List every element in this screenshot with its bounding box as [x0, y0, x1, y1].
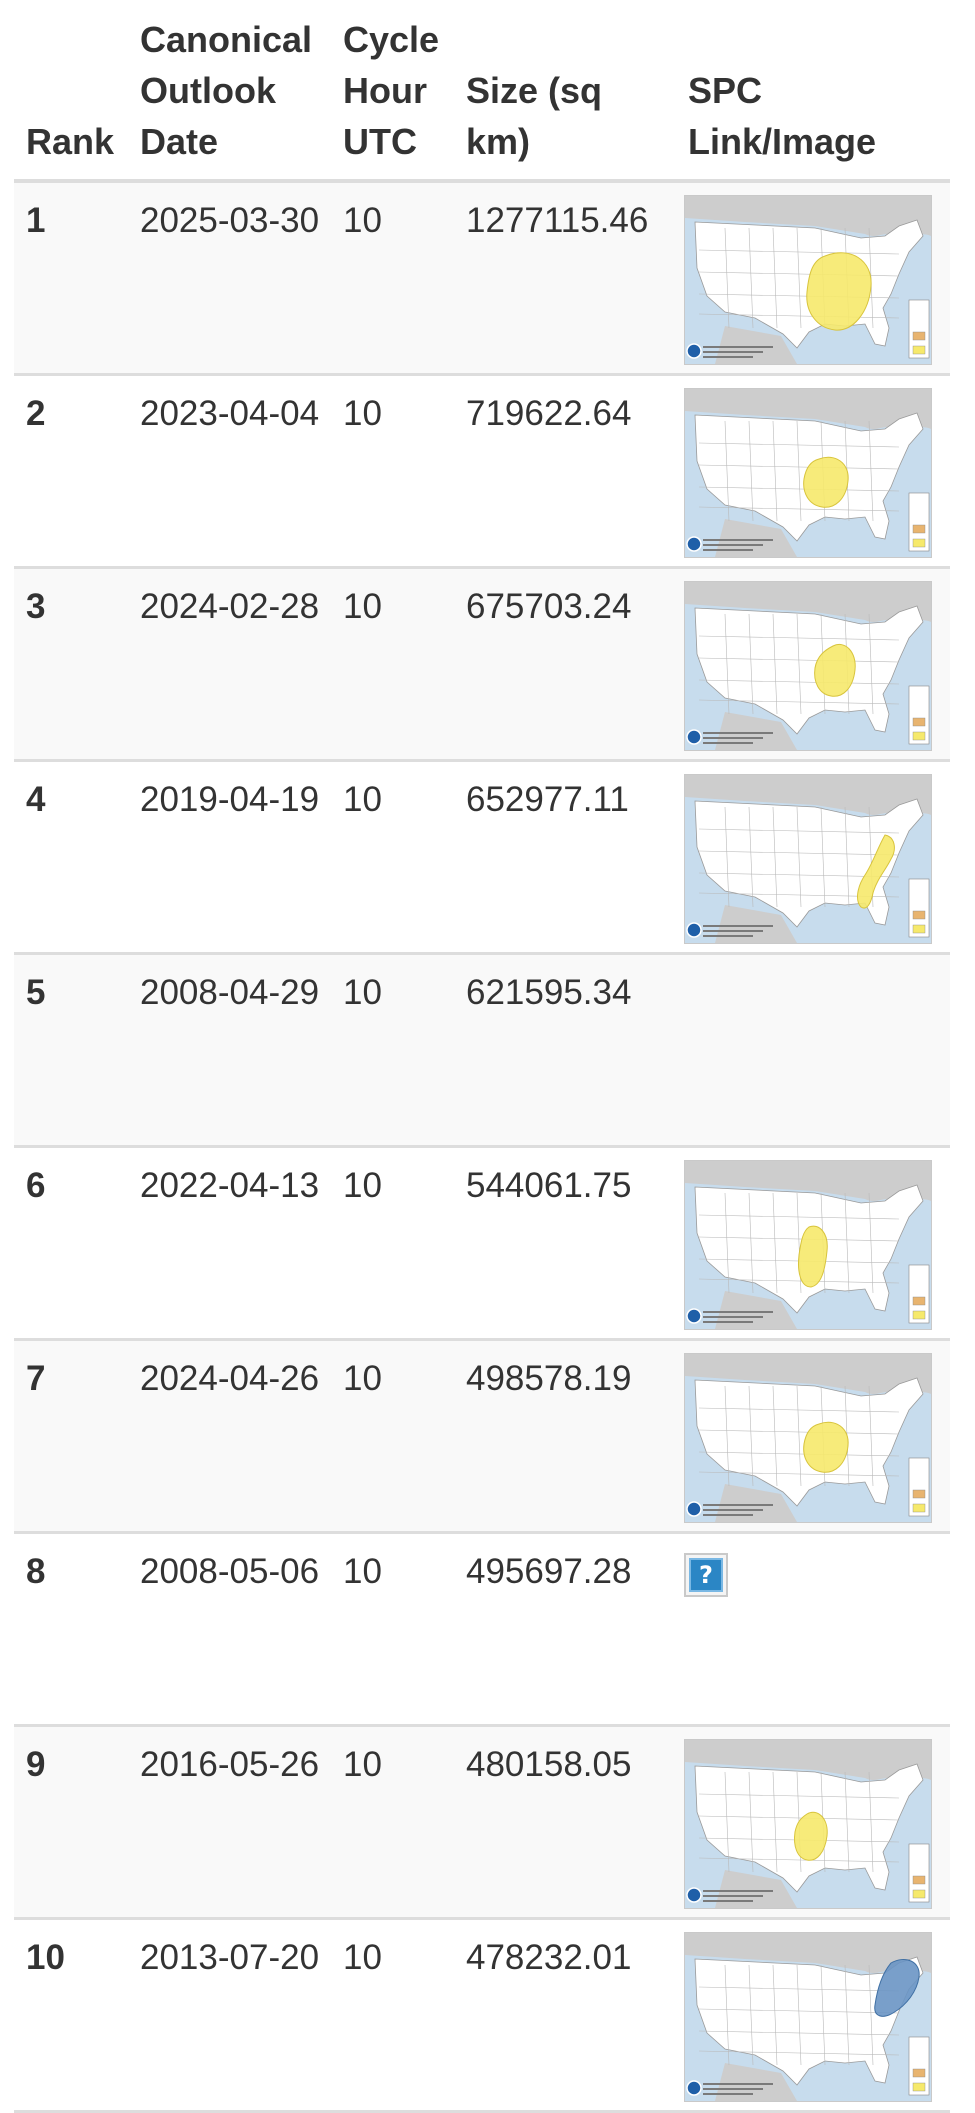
cycle-cell: 10	[331, 181, 454, 376]
spc-outlook-map-image[interactable]	[684, 773, 932, 944]
date-cell: 2019-04-19	[128, 760, 331, 955]
date-cell: 2024-04-26	[128, 1339, 331, 1534]
spc-link-cell: ?	[676, 1532, 950, 1727]
table-row: 5 2008-04-29 10 621595.34	[14, 953, 950, 1148]
date-cell: 2024-02-28	[128, 567, 331, 762]
cycle-cell: 10	[331, 1532, 454, 1727]
spc-outlook-map-image[interactable]	[684, 195, 932, 365]
date-cell: 2008-05-06	[128, 1532, 331, 1727]
size-cell: 652977.11	[454, 760, 676, 955]
outlook-ranking-table: Rank Canonical Outlook Date Cycle Hour U…	[14, 0, 950, 2113]
date-cell: 2013-07-20	[128, 1918, 331, 2113]
table-row: 4 2019-04-19 10 652977.11	[14, 760, 950, 955]
rank-cell: 4	[14, 760, 128, 955]
size-cell: 480158.05	[454, 1725, 676, 1920]
spc-link-cell	[676, 1918, 950, 2113]
size-cell: 621595.34	[454, 953, 676, 1148]
question-mark-icon: ?	[689, 1557, 723, 1592]
date-cell: 2008-04-29	[128, 953, 331, 1148]
date-cell: 2022-04-13	[128, 1146, 331, 1341]
spc-outlook-map-image[interactable]	[684, 387, 932, 558]
spc-link-cell	[676, 1146, 950, 1341]
table-row: 1 2025-03-30 10 1277115.46	[14, 181, 950, 376]
spc-outlook-map-image[interactable]	[684, 1352, 932, 1523]
cycle-cell: 10	[331, 1339, 454, 1534]
cycle-cell: 10	[331, 374, 454, 569]
table-row: 3 2024-02-28 10 675703.24	[14, 567, 950, 762]
spc-link-cell	[676, 1339, 950, 1534]
rank-cell: 9	[14, 1725, 128, 1920]
spc-link-cell	[676, 181, 950, 376]
size-cell: 719622.64	[454, 374, 676, 569]
spc-outlook-map-image[interactable]	[684, 1159, 932, 1330]
header-rank: Rank	[14, 0, 128, 183]
size-cell: 544061.75	[454, 1146, 676, 1341]
rank-cell: 8	[14, 1532, 128, 1727]
table-row: 10 2013-07-20 10 478232.01	[14, 1918, 950, 2113]
spc-link-cell	[676, 760, 950, 955]
cycle-cell: 10	[331, 760, 454, 955]
rank-cell: 7	[14, 1339, 128, 1534]
cycle-cell: 10	[331, 1146, 454, 1341]
table-row: 6 2022-04-13 10 544061.75	[14, 1146, 950, 1341]
rank-cell: 6	[14, 1146, 128, 1341]
rank-cell: 3	[14, 567, 128, 762]
table-row: 2 2023-04-04 10 719622.64	[14, 374, 950, 569]
cycle-cell: 10	[331, 1725, 454, 1920]
spc-link-cell	[676, 567, 950, 762]
date-cell: 2025-03-30	[128, 181, 331, 376]
rank-cell: 2	[14, 374, 128, 569]
spc-link-cell	[676, 374, 950, 569]
table-header: Rank Canonical Outlook Date Cycle Hour U…	[14, 0, 950, 183]
size-cell: 675703.24	[454, 567, 676, 762]
header-size: Size (sq km)	[454, 0, 676, 183]
spc-link-cell	[676, 1725, 950, 1920]
header-link: SPC Link/Image	[676, 0, 950, 183]
size-cell: 1277115.46	[454, 181, 676, 376]
size-cell: 498578.19	[454, 1339, 676, 1534]
broken-image-icon[interactable]: ?	[684, 1552, 728, 1597]
header-cycle: Cycle Hour UTC	[331, 0, 454, 183]
header-date: Canonical Outlook Date	[128, 0, 331, 183]
size-cell: 478232.01	[454, 1918, 676, 2113]
cycle-cell: 10	[331, 567, 454, 762]
spc-link-cell	[676, 953, 950, 1148]
spc-outlook-map-image[interactable]	[684, 580, 932, 751]
rank-cell: 1	[14, 181, 128, 376]
table-body: 1 2025-03-30 10 1277115.46 2 2023-04-04 …	[14, 181, 950, 2113]
rank-cell: 10	[14, 1918, 128, 2113]
cycle-cell: 10	[331, 1918, 454, 2113]
cycle-cell: 10	[331, 953, 454, 1148]
date-cell: 2016-05-26	[128, 1725, 331, 1920]
spc-outlook-map-image[interactable]	[684, 1738, 932, 1909]
header-row: Rank Canonical Outlook Date Cycle Hour U…	[14, 0, 950, 183]
table-row: 9 2016-05-26 10 480158.05	[14, 1725, 950, 1920]
table-row: 8 2008-05-06 10 495697.28 ?	[14, 1532, 950, 1727]
table-row: 7 2024-04-26 10 498578.19	[14, 1339, 950, 1534]
spc-outlook-map-image[interactable]	[684, 1931, 932, 2102]
date-cell: 2023-04-04	[128, 374, 331, 569]
size-cell: 495697.28	[454, 1532, 676, 1727]
rank-cell: 5	[14, 953, 128, 1148]
